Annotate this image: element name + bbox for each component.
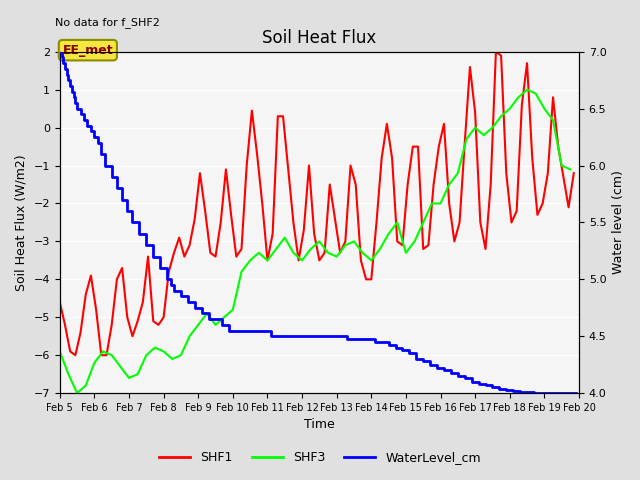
Y-axis label: Soil Heat Flux (W/m2): Soil Heat Flux (W/m2) [15,154,28,291]
Text: No data for f_SHF2: No data for f_SHF2 [54,17,159,28]
Y-axis label: Water level (cm): Water level (cm) [612,170,625,275]
Title: Soil Heat Flux: Soil Heat Flux [262,29,376,48]
Text: EE_met: EE_met [63,44,113,57]
X-axis label: Time: Time [304,419,335,432]
Legend: SHF1, SHF3, WaterLevel_cm: SHF1, SHF3, WaterLevel_cm [154,446,486,469]
